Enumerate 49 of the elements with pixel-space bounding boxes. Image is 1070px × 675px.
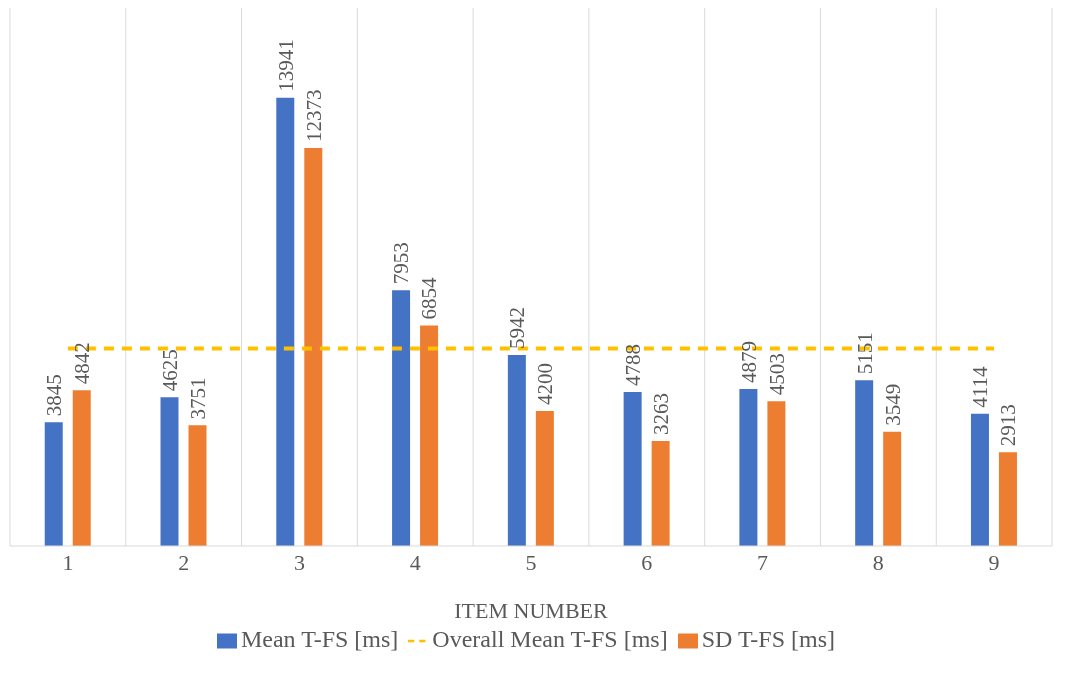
data-label: 4879 (736, 341, 761, 384)
data-label: 3751 (185, 377, 210, 420)
data-label: 4503 (764, 353, 789, 396)
legend-label: Mean T-FS [ms] (240, 626, 399, 652)
bar (72, 390, 91, 546)
data-label: 5942 (505, 306, 530, 349)
data-label: 2913 (996, 404, 1021, 447)
data-label: 12373 (301, 89, 326, 143)
bar (507, 354, 526, 546)
bar (304, 148, 323, 546)
bar (188, 425, 207, 546)
x-tick-label: 6 (641, 549, 653, 575)
bar (623, 392, 642, 546)
bar (651, 441, 670, 546)
bar (392, 290, 411, 546)
bar (44, 422, 63, 546)
data-label: 4114 (968, 365, 993, 408)
x-axis-title: ITEM NUMBER (454, 598, 609, 623)
x-tick-label: 8 (872, 549, 884, 575)
bar (883, 431, 902, 546)
bar (855, 380, 874, 546)
data-label: 4842 (70, 342, 95, 385)
x-tick-label: 2 (178, 549, 190, 575)
data-label: 7953 (389, 242, 414, 285)
bar (276, 97, 295, 546)
data-label: 13941 (273, 39, 298, 92)
bar (767, 401, 786, 546)
bar (420, 325, 439, 546)
x-tick-label: 3 (293, 549, 305, 575)
data-label: 4788 (620, 344, 645, 387)
legend-label: Overall Mean T-FS [ms] (432, 626, 668, 652)
data-label: 3845 (42, 374, 67, 417)
legend-label: SD T-FS [ms] (701, 626, 836, 652)
x-tick-label: 5 (525, 549, 537, 575)
bar (160, 397, 179, 546)
bar (998, 452, 1017, 546)
x-tick-label: 1 (62, 549, 74, 575)
data-label: 3263 (648, 393, 673, 436)
bar (739, 389, 758, 546)
data-label: 6854 (417, 277, 442, 320)
bar (535, 410, 554, 546)
x-tick-label: 7 (757, 549, 769, 575)
data-label: 4200 (533, 362, 558, 405)
x-tick-label: 9 (988, 549, 1000, 575)
data-label: 3549 (880, 383, 905, 426)
data-label: 5151 (852, 332, 877, 375)
x-tick-label: 4 (409, 549, 421, 575)
bar (970, 413, 989, 546)
data-label: 4625 (157, 349, 182, 392)
